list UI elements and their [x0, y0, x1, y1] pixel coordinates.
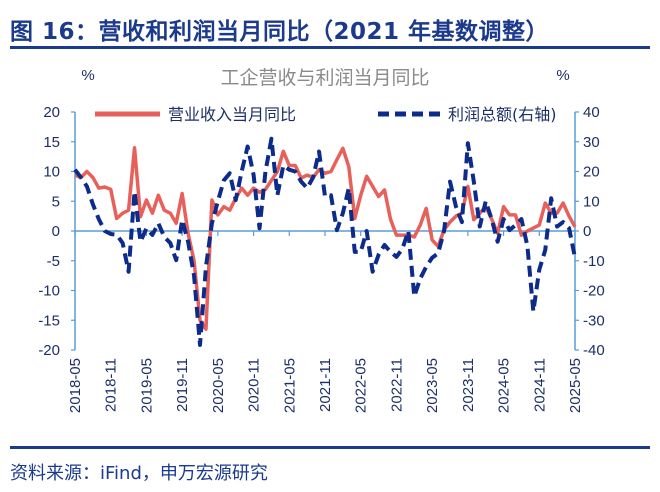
footer-divider	[10, 446, 650, 449]
title-divider	[10, 46, 650, 49]
x-tick-label: 2018-11	[103, 358, 120, 412]
right-tick-label: -20	[583, 283, 605, 300]
left-tick-label: 10	[43, 164, 60, 181]
x-tick-label: 2025-05	[567, 358, 584, 413]
legend: 营业收入当月同比 利润总额(右轴)	[95, 105, 557, 124]
right-tick-label: 0	[583, 223, 591, 240]
x-tick-label: 2022-11	[388, 358, 405, 412]
x-tick-label: 2018-05	[67, 358, 84, 413]
x-tick-label: 2021-05	[281, 358, 298, 413]
x-tick-label: 2019-05	[138, 358, 155, 413]
legend-revenue-label: 营业收入当月同比	[168, 105, 296, 124]
left-tick-label: -10	[38, 283, 60, 300]
left-tick-label: 20	[43, 104, 60, 121]
x-tick-label: 2023-05	[424, 358, 441, 413]
x-tick-label: 2024-05	[496, 358, 513, 413]
right-tick-label: 30	[583, 134, 600, 151]
right-tick-label: -30	[583, 312, 605, 329]
right-tick-label: -10	[583, 253, 605, 270]
right-tick-label: 10	[583, 193, 600, 210]
legend-profit-label: 利润总额(右轴)	[448, 105, 557, 124]
chart-title: 工企营收与利润当月同比	[220, 67, 429, 89]
x-tick-label: 2022-05	[353, 358, 370, 413]
left-tick-label: -5	[47, 253, 60, 270]
x-tick-label: 2024-11	[531, 358, 548, 412]
x-tick-label: 2023-11	[460, 358, 477, 412]
right-tick-label: -40	[583, 342, 605, 359]
right-tick-label: 40	[583, 104, 600, 121]
left-tick-label: -15	[38, 312, 60, 329]
left-tick-label: 5	[52, 193, 60, 210]
right-tick-label: 20	[583, 164, 600, 181]
profit-series-line	[73, 136, 577, 347]
left-tick-label: 0	[52, 223, 60, 240]
x-tick-label: 2020-05	[210, 358, 227, 413]
x-tick-label: 2019-11	[174, 358, 191, 412]
source-note: 资料来源：iFind，申万宏源研究	[10, 463, 268, 484]
figure-title: 图 16：营收和利润当月同比（2021 年基数调整）	[10, 19, 550, 45]
left-tick-label: 15	[43, 134, 60, 151]
x-tick-label: 2021-11	[317, 358, 334, 412]
right-axis-unit: %	[556, 67, 569, 84]
left-tick-label: -20	[38, 342, 60, 359]
x-tick-label: 2020-11	[246, 358, 263, 412]
left-axis-unit: %	[81, 67, 94, 84]
